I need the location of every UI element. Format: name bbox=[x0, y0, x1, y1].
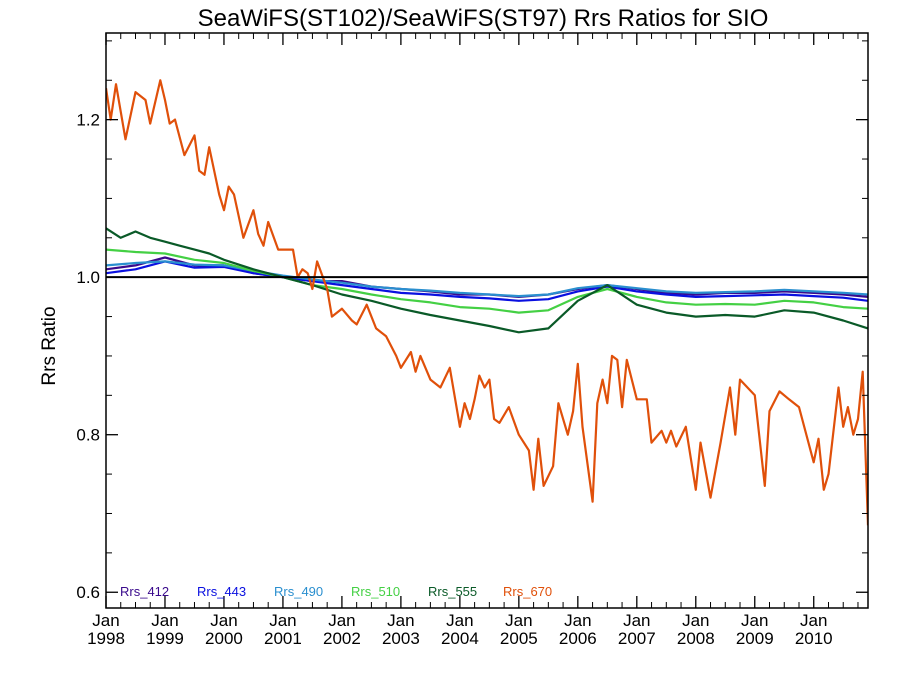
x-tick-label-year: 1999 bbox=[146, 629, 184, 648]
legend-entry-rrs-510: Rrs_510 bbox=[351, 584, 400, 599]
x-tick-label-month: Jan bbox=[151, 611, 178, 630]
x-tick-label-year: 2001 bbox=[264, 629, 302, 648]
x-tick-label-month: Jan bbox=[387, 611, 414, 630]
x-tick-label-month: Jan bbox=[328, 611, 355, 630]
legend-entry-rrs-490: Rrs_490 bbox=[274, 584, 323, 599]
legend-entry-rrs-412: Rrs_412 bbox=[120, 584, 169, 599]
y-tick-label: 1.2 bbox=[76, 111, 100, 130]
x-tick-label-year: 2000 bbox=[205, 629, 243, 648]
x-tick-label-month: Jan bbox=[446, 611, 473, 630]
series-line-rrs-555 bbox=[106, 227, 868, 334]
series-line-rrs-490 bbox=[106, 260, 868, 298]
x-tick-label-year: 2003 bbox=[382, 629, 420, 648]
y-tick-label: 0.6 bbox=[76, 583, 100, 602]
x-tick-label-year: 2010 bbox=[795, 629, 833, 648]
x-tick-label-month: Jan bbox=[623, 611, 650, 630]
plot-area: 0.60.81.01.2Jan1998Jan1999Jan2000Jan2001… bbox=[76, 32, 869, 648]
x-tick-label-year: 2009 bbox=[736, 629, 774, 648]
legend-entry-rrs-670: Rrs_670 bbox=[503, 584, 552, 599]
x-tick-label-month: Jan bbox=[505, 611, 532, 630]
chart-title: SeaWiFS(ST102)/SeaWiFS(ST97) Rrs Ratios … bbox=[198, 5, 769, 32]
y-tick-label: 1.0 bbox=[76, 268, 100, 287]
x-tick-label-month: Jan bbox=[564, 611, 591, 630]
series-line-rrs-510 bbox=[106, 248, 868, 314]
x-tick-label-year: 2005 bbox=[500, 629, 538, 648]
x-tick-label-year: 2007 bbox=[618, 629, 656, 648]
x-tick-label-year: 2006 bbox=[559, 629, 597, 648]
x-tick-label-year: 2008 bbox=[677, 629, 715, 648]
x-tick-label-month: Jan bbox=[92, 611, 119, 630]
x-tick-label-year: 2002 bbox=[323, 629, 361, 648]
x-tick-label-month: Jan bbox=[800, 611, 827, 630]
legend-entry-rrs-443: Rrs_443 bbox=[197, 584, 246, 599]
y-axis-label: Rrs Ratio bbox=[39, 306, 60, 385]
legend-entry-rrs-555: Rrs_555 bbox=[428, 584, 477, 599]
x-tick-label-month: Jan bbox=[682, 611, 709, 630]
plot-frame bbox=[105, 32, 869, 609]
x-tick-label-year: 1998 bbox=[87, 629, 125, 648]
x-tick-label-month: Jan bbox=[269, 611, 296, 630]
x-tick-label-month: Jan bbox=[741, 611, 768, 630]
x-tick-label-year: 2004 bbox=[441, 629, 479, 648]
x-tick-label-month: Jan bbox=[210, 611, 237, 630]
y-tick-label: 0.8 bbox=[76, 426, 100, 445]
series-line-rrs-443 bbox=[106, 260, 868, 302]
series-line-rrs-670 bbox=[106, 79, 868, 526]
